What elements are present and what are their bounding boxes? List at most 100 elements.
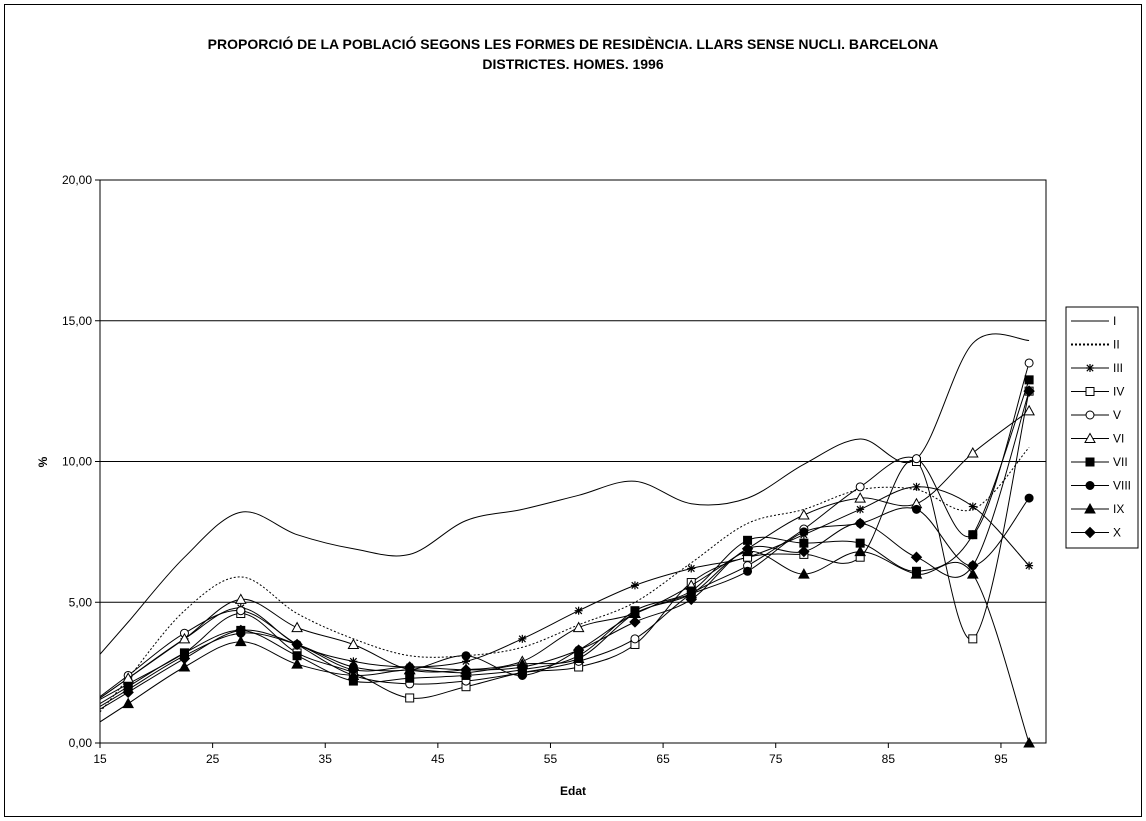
data-point-viii xyxy=(911,504,921,514)
series-line-iv xyxy=(100,390,1030,700)
legend-item-viii: VIII xyxy=(1071,479,1131,493)
data-point-x xyxy=(403,661,416,673)
x-tick-label: 35 xyxy=(319,752,333,766)
plot-area xyxy=(99,179,1047,744)
series-ii xyxy=(100,447,1030,713)
data-point-iii xyxy=(1025,561,1034,570)
data-point-v xyxy=(1024,358,1034,368)
series-i xyxy=(100,333,1030,655)
y-tick-label: 20,00 xyxy=(62,173,92,187)
data-point-ix xyxy=(798,568,810,579)
legend-item-iii: III xyxy=(1071,361,1123,375)
legend-marker-v xyxy=(1085,410,1095,420)
series-line-vi xyxy=(100,410,1030,699)
y-tick-label: 15,00 xyxy=(62,314,92,328)
legend-marker-iv xyxy=(1085,387,1095,396)
chart-title-line-2: DISTRICTES. HOMES. 1996 xyxy=(482,56,664,72)
data-point-ix xyxy=(178,660,191,672)
legend-item-ii: II xyxy=(1071,338,1120,352)
data-point-x xyxy=(291,638,303,651)
data-point-x xyxy=(572,644,585,656)
data-point-viii xyxy=(743,566,753,576)
legend-item-v: V xyxy=(1071,408,1121,422)
data-point-x xyxy=(516,661,529,673)
series-line-ix xyxy=(100,551,1030,743)
data-point-ix xyxy=(234,635,247,647)
data-point-x xyxy=(178,652,191,665)
data-point-ix xyxy=(910,568,923,579)
data-point-x xyxy=(741,543,754,555)
legend-label-ii: II xyxy=(1113,338,1120,352)
data-point-vii xyxy=(405,673,415,683)
data-point-v xyxy=(911,454,921,464)
data-point-x xyxy=(629,616,641,628)
x-tick-label: 45 xyxy=(431,752,445,766)
data-point-vii xyxy=(968,530,978,540)
legend-marker-iii xyxy=(1086,364,1094,372)
data-point-vi xyxy=(347,638,360,649)
data-point-vi xyxy=(798,508,810,520)
data-point-x xyxy=(854,517,866,530)
data-point-x xyxy=(122,686,134,699)
data-point-iii xyxy=(518,634,527,643)
data-point-viii xyxy=(1024,493,1034,503)
legend-label-iii: III xyxy=(1113,361,1123,375)
data-point-iv xyxy=(968,634,978,644)
data-point-iii xyxy=(856,505,865,514)
y-axis-label: % xyxy=(36,456,50,467)
x-tick-label: 55 xyxy=(544,752,558,766)
legend-marker-vi xyxy=(1084,432,1096,443)
data-point-vi xyxy=(234,593,247,604)
data-point-ix xyxy=(291,658,303,669)
legend-label-ix: IX xyxy=(1113,502,1124,516)
legend-marker-ix xyxy=(1084,502,1096,514)
data-point-v xyxy=(236,606,246,616)
data-point-ix xyxy=(572,652,585,664)
data-point-vi xyxy=(1023,404,1035,416)
legend-label-i: I xyxy=(1113,314,1116,328)
x-tick-label: 65 xyxy=(656,752,670,766)
legend-label-vii: VII xyxy=(1113,455,1128,469)
legend-label-viii: VIII xyxy=(1113,479,1131,493)
data-point-vi xyxy=(854,492,867,503)
series-layer xyxy=(100,333,1035,748)
x-tick-label: 85 xyxy=(882,752,896,766)
legend-label-vi: VI xyxy=(1113,432,1124,446)
series-line-ii xyxy=(100,447,1030,713)
x-axis-label: Edat xyxy=(560,784,586,798)
data-point-x xyxy=(235,624,247,637)
chart-frame xyxy=(4,4,1142,817)
data-point-x xyxy=(967,559,979,572)
x-tick-label: 95 xyxy=(994,752,1008,766)
chart-title-line-1: PROPORCIÓ DE LA POBLACIÓ SEGONS LES FORM… xyxy=(207,36,939,52)
legend-item-iv: IV xyxy=(1071,385,1124,399)
chart-title: PROPORCIÓ DE LA POBLACIÓ SEGONS LES FORM… xyxy=(100,34,1046,74)
data-point-vi xyxy=(291,621,303,633)
series-line-i xyxy=(100,333,1030,655)
legend-label-iv: IV xyxy=(1113,385,1124,399)
series-x xyxy=(100,385,1035,710)
legend-label-x: X xyxy=(1113,526,1121,540)
data-point-x xyxy=(685,593,697,606)
data-point-v xyxy=(630,634,640,644)
x-tick-label: 15 xyxy=(93,752,107,766)
legend-label-v: V xyxy=(1113,408,1121,422)
y-tick-label: 0,00 xyxy=(69,736,93,750)
y-tick-label: 5,00 xyxy=(69,595,93,609)
data-point-x xyxy=(460,664,472,676)
data-point-x xyxy=(347,664,360,676)
data-point-iii xyxy=(574,606,583,615)
legend-marker-viii xyxy=(1085,481,1095,490)
data-point-iv xyxy=(405,693,415,703)
data-point-vi xyxy=(178,632,191,644)
x-tick-label: 25 xyxy=(206,752,220,766)
gridlines xyxy=(100,179,1046,603)
x-tick-label: 75 xyxy=(769,752,783,766)
data-point-iii xyxy=(912,482,921,491)
series-line-v xyxy=(100,362,1030,697)
y-tick-label: 10,00 xyxy=(62,455,92,469)
legend-item-ix: IX xyxy=(1071,502,1124,516)
data-point-vii xyxy=(1024,375,1034,385)
